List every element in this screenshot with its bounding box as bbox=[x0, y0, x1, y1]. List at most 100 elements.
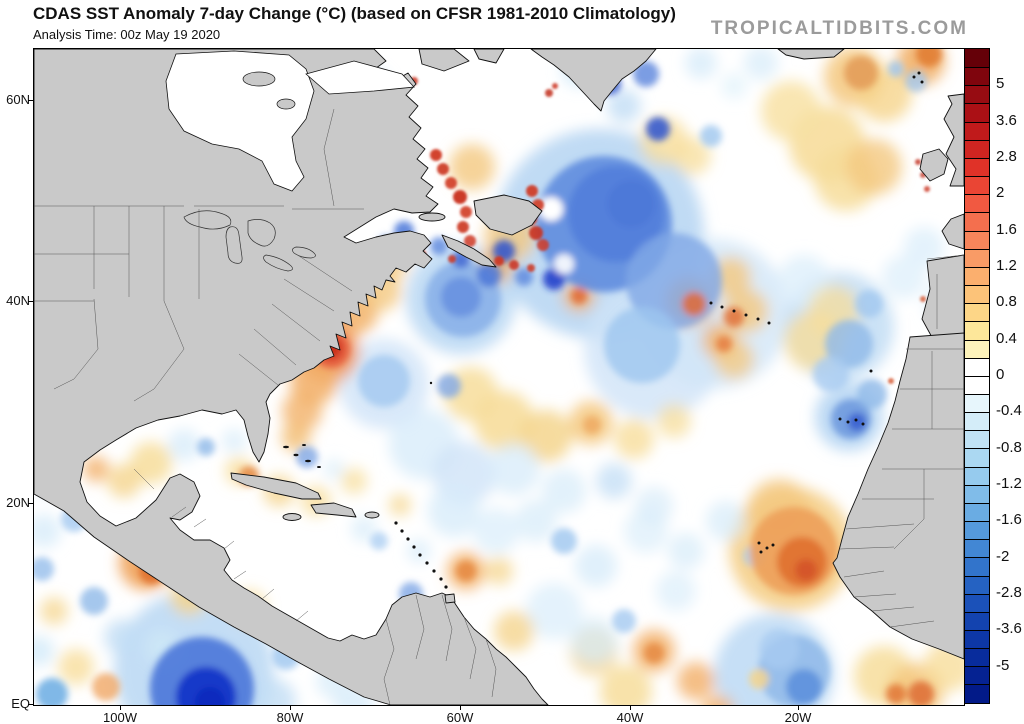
analysis-time: Analysis Time: 00z May 19 2020 bbox=[33, 27, 221, 42]
colorbar-segment bbox=[965, 448, 989, 467]
colorbar-tick-label: 1.6 bbox=[996, 220, 1017, 238]
anomaly-blob bbox=[539, 197, 563, 221]
anomaly-blob bbox=[905, 70, 927, 92]
anomaly-blob bbox=[464, 235, 476, 247]
colorbar-segment bbox=[965, 121, 989, 140]
anomaly-blob bbox=[296, 446, 318, 468]
colorbar-segment bbox=[965, 611, 989, 630]
anomaly-blob bbox=[721, 73, 747, 99]
land-nova-scotia bbox=[441, 234, 497, 268]
anomaly-blob bbox=[389, 494, 411, 516]
anomaly-blob bbox=[341, 468, 367, 494]
lat-tick-mark bbox=[28, 301, 34, 302]
anomaly-blob bbox=[554, 254, 574, 274]
land-trinidad bbox=[444, 593, 456, 604]
colorbar bbox=[964, 48, 990, 704]
anomaly-blob bbox=[80, 587, 108, 615]
anomaly-blob bbox=[855, 290, 883, 318]
land-great-britain bbox=[943, 93, 964, 187]
colorbar-tick-label: -3.6 bbox=[996, 620, 1022, 638]
land-baffin-islands-2 bbox=[473, 49, 505, 64]
colorbar-tick-label: 5 bbox=[996, 75, 1005, 93]
island bbox=[242, 71, 276, 87]
anomaly-blob bbox=[825, 320, 873, 368]
anomaly-blob bbox=[282, 391, 322, 431]
lon-tick-label: 20W bbox=[784, 710, 812, 724]
anomaly-blob bbox=[515, 268, 533, 286]
colorbar-segment bbox=[965, 85, 989, 104]
anomaly-blob bbox=[58, 649, 94, 685]
land-iceland bbox=[777, 49, 845, 60]
lat-tick-label: 60N bbox=[6, 91, 30, 107]
colorbar-tick-label: 1.2 bbox=[996, 257, 1017, 274]
colorbar-segment bbox=[965, 266, 989, 286]
anomaly-blob bbox=[543, 268, 565, 290]
anomaly-blob bbox=[36, 678, 68, 705]
colorbar-tick-label: -0.8 bbox=[996, 438, 1022, 456]
colorbar-tick-label: -2.8 bbox=[996, 584, 1022, 601]
anomaly-blob bbox=[527, 264, 535, 272]
anomaly-blob bbox=[924, 186, 930, 192]
colorbar-tick-label: -2 bbox=[996, 547, 1010, 565]
lon-tick-mark bbox=[630, 705, 631, 710]
lat-tick-mark bbox=[28, 502, 34, 504]
hudson-bay bbox=[165, 50, 315, 192]
anomaly-blob bbox=[437, 374, 461, 398]
lon-tick-label: 80W bbox=[276, 710, 304, 724]
lat-tick-label: 20N bbox=[6, 494, 30, 510]
colorbar-segment bbox=[965, 593, 989, 612]
anomaly-blob bbox=[657, 404, 691, 438]
anomaly-blob bbox=[430, 149, 442, 161]
colorbar-segment bbox=[965, 303, 989, 322]
land-cuba bbox=[230, 472, 322, 500]
land-north-south-america bbox=[34, 49, 549, 705]
anomaly-blob bbox=[888, 61, 904, 77]
anomaly-blob bbox=[813, 356, 849, 392]
anomaly-blob bbox=[437, 163, 449, 175]
colorbar-segment bbox=[965, 557, 989, 576]
anomaly-blob bbox=[882, 255, 926, 299]
anomaly-blob bbox=[197, 438, 215, 456]
anomaly-blob bbox=[614, 419, 654, 459]
anomaly-blob bbox=[908, 681, 934, 705]
colorbar-segment bbox=[965, 648, 989, 667]
anomaly-blob bbox=[460, 206, 472, 218]
colorbar-segment bbox=[965, 630, 989, 649]
lon-tick-label: 60W bbox=[446, 710, 474, 724]
anomaly-blob bbox=[485, 557, 513, 585]
anomaly-blob bbox=[83, 456, 109, 482]
colorbar-segment bbox=[965, 49, 989, 68]
land-newfoundland bbox=[473, 194, 543, 236]
anomaly-blob bbox=[34, 557, 54, 581]
anomaly-blob bbox=[477, 263, 501, 287]
lon-tick-mark bbox=[460, 705, 461, 710]
anomaly-blob bbox=[570, 617, 618, 665]
anomaly-blob bbox=[453, 190, 467, 204]
anomaly-blob bbox=[104, 619, 140, 655]
anomaly-blob bbox=[844, 56, 878, 90]
anomaly-blob bbox=[40, 597, 68, 625]
colorbar-segment bbox=[965, 484, 989, 503]
small-islands bbox=[283, 71, 924, 589]
anomaly-blob bbox=[526, 583, 582, 639]
colorbar-segment bbox=[965, 412, 989, 431]
colorbar-segment bbox=[965, 248, 989, 267]
lon-tick-mark bbox=[120, 705, 121, 710]
anomaly-blob bbox=[474, 391, 534, 451]
colorbar-segment bbox=[965, 321, 989, 340]
anomaly-blob bbox=[494, 256, 504, 266]
land-iberia bbox=[921, 254, 964, 342]
anomaly-blob bbox=[571, 288, 587, 304]
anomaly-layer-dots bbox=[202, 49, 930, 384]
hudson-strait bbox=[305, 60, 415, 95]
anomaly-blob bbox=[430, 237, 448, 255]
colorbar-segment bbox=[965, 684, 989, 703]
colorbar-tick-label: 0.8 bbox=[996, 293, 1017, 311]
landmasses bbox=[34, 49, 964, 705]
anomaly-blob bbox=[706, 501, 746, 541]
colorbar-segment bbox=[965, 139, 989, 158]
lake-michigan bbox=[225, 226, 243, 264]
page-title: CDAS SST Anomaly 7-day Change (°C) (base… bbox=[33, 4, 676, 23]
anomaly-blob bbox=[596, 463, 632, 499]
